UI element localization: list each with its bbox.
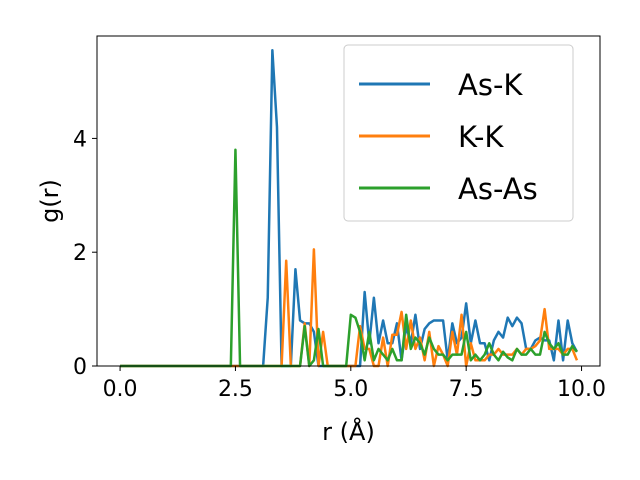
x-axis-title: r (Å)	[322, 417, 375, 446]
x-tick-label: 5.0	[333, 377, 368, 402]
x-tick-label: 2.5	[218, 377, 253, 402]
x-tick-label: 0.0	[103, 377, 138, 402]
y-tick-label: 2	[73, 241, 87, 266]
legend-label: As-K	[458, 68, 523, 102]
ticks-layer: 0.0 2.5 5.0 7.5 10.0 0 2 4	[73, 127, 606, 402]
plot-frame	[96, 35, 601, 367]
x-tick-label: 10.0	[557, 377, 606, 402]
series-layer	[120, 48, 579, 368]
y-axis-title: g(r)	[36, 179, 64, 223]
x-tick-label: 7.5	[449, 377, 484, 402]
y-tick-label: 4	[73, 127, 87, 152]
legend-label: K-K	[458, 120, 504, 154]
y-tick-label: 0	[73, 355, 87, 380]
series-line-as-as	[120, 148, 578, 368]
legend: As-K K-K As-As	[343, 44, 574, 222]
legend-label: As-As	[458, 172, 538, 206]
legend-box	[343, 44, 574, 222]
